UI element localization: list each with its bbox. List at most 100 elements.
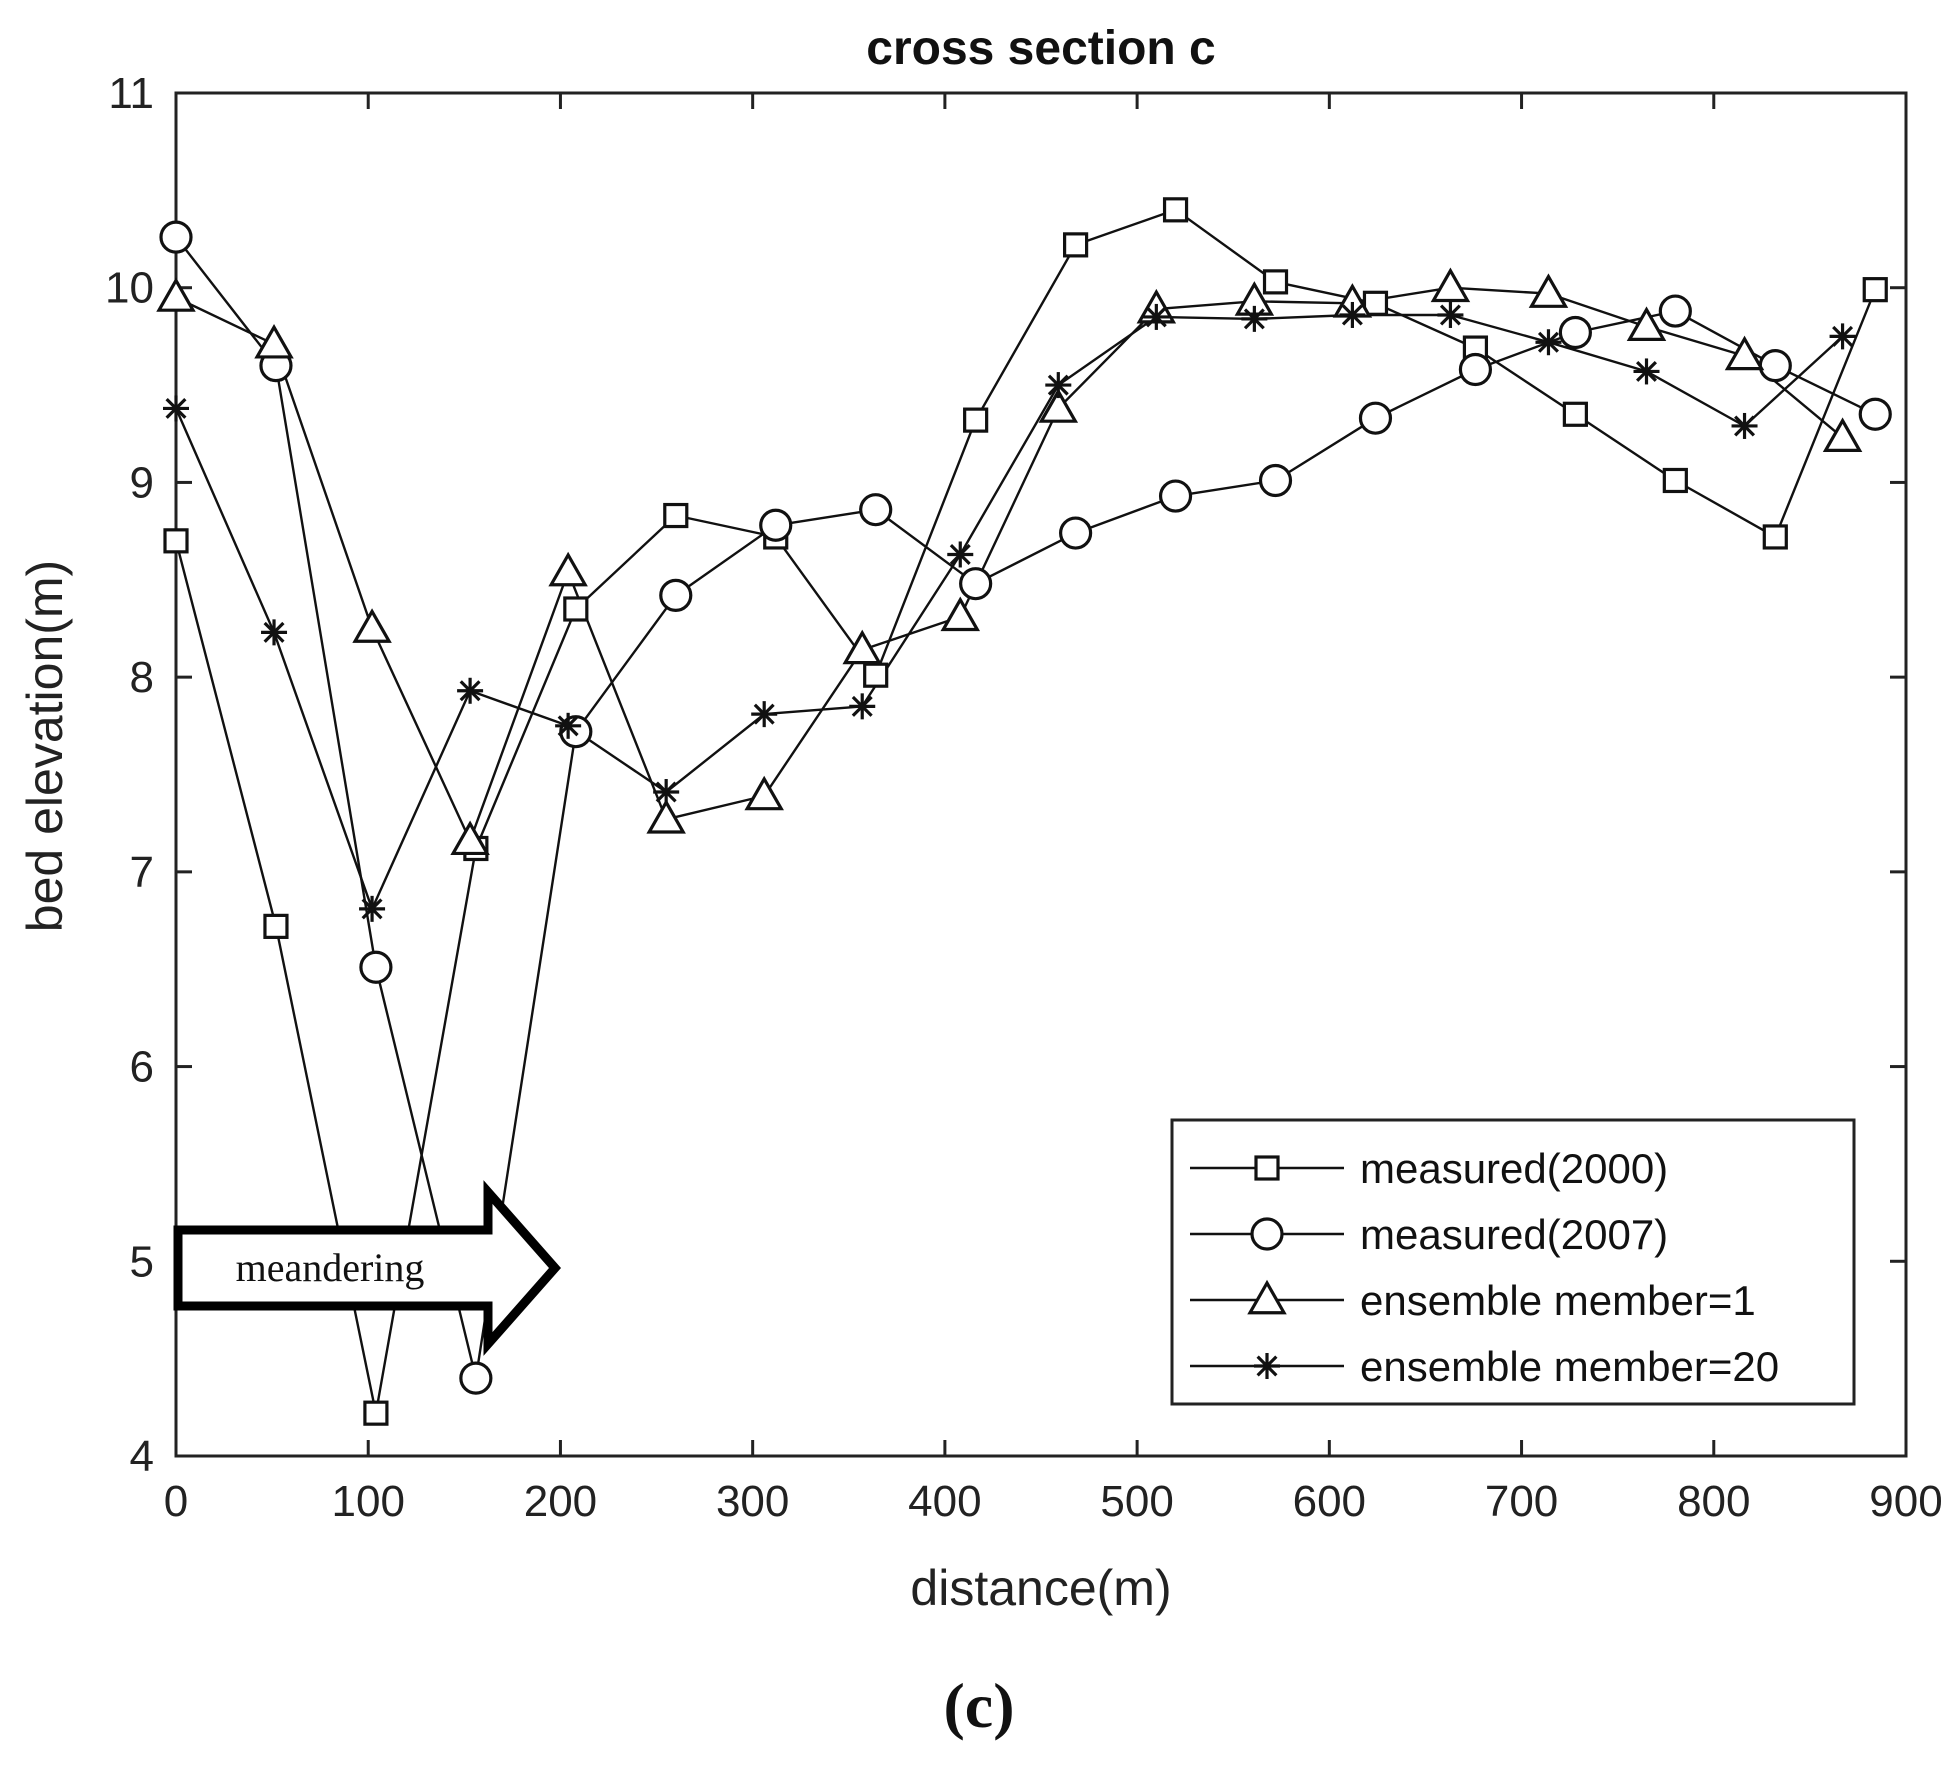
- series-2-point: [1558, 315, 1592, 350]
- series-3-point: [842, 629, 882, 665]
- y-tick-label: 8: [130, 653, 154, 702]
- x-tick-label: 700: [1485, 1477, 1558, 1526]
- legend-marker: [1254, 1155, 1280, 1181]
- series-line-3: [175, 286, 1844, 842]
- series-1-point: [1862, 277, 1888, 303]
- y-tick-label: 6: [130, 1043, 154, 1092]
- series-3-point: [450, 820, 490, 856]
- series-3-point: [156, 277, 196, 312]
- series-1-point: [163, 528, 189, 554]
- series-1-point: [1062, 232, 1089, 258]
- series-4-point: [359, 895, 386, 922]
- y-tick-label: 11: [108, 69, 154, 118]
- series-3-point: [1724, 335, 1765, 371]
- series-2-point: [1858, 397, 1892, 431]
- series-4-point: [1437, 301, 1464, 328]
- legend-entry: ensemble member=1: [1190, 1277, 1756, 1324]
- series-3-point: [1626, 306, 1667, 342]
- series-1-point: [1762, 524, 1788, 550]
- series-3-point: [254, 323, 294, 359]
- x-tick-label: 200: [524, 1477, 597, 1526]
- series-line-1: [174, 208, 1877, 1415]
- series-2-point: [959, 567, 993, 601]
- meandering-arrow: [173, 1180, 561, 1356]
- series-1-point: [663, 502, 689, 529]
- series-3-point: [548, 551, 588, 587]
- series-3-point: [352, 608, 392, 643]
- x-tick-label: 600: [1293, 1477, 1366, 1526]
- series-markers: [156, 197, 1892, 1426]
- panel-label: (c): [943, 1670, 1014, 1741]
- series-4-point: [1045, 372, 1072, 399]
- legend-label: ensemble member=1: [1360, 1277, 1756, 1324]
- y-axis-title: bed elevation(m): [17, 560, 73, 932]
- x-tick-label: 400: [908, 1477, 981, 1526]
- series-4-point: [457, 677, 484, 704]
- chart-title: cross section c: [866, 22, 1216, 75]
- series-1-point: [363, 1400, 389, 1426]
- series-2-point: [459, 1361, 493, 1395]
- legend-label: measured(2007): [1360, 1211, 1668, 1258]
- series-2-point: [1058, 516, 1093, 550]
- series-1-point: [1262, 269, 1289, 295]
- meandering-label: meandering: [236, 1245, 425, 1290]
- legend-entry: measured(2000): [1190, 1145, 1668, 1192]
- series-2-point: [1258, 463, 1293, 498]
- series-2-point: [159, 220, 193, 254]
- series-3-point: [646, 799, 686, 834]
- series-4-point: [947, 541, 974, 568]
- series-2-point: [1758, 349, 1792, 383]
- series-4-point: [1633, 358, 1660, 385]
- axis-ticks: 0 100 200 300 400 500 600 700 800 900 4 5 6 7 8 9 10 11: [105, 69, 1943, 1526]
- series-1-point: [963, 407, 989, 433]
- series-3-point: [1430, 267, 1471, 303]
- series-1-point: [263, 913, 289, 939]
- series-3-point: [744, 775, 784, 811]
- series-1-point: [563, 596, 589, 622]
- series-3-point: [1528, 273, 1569, 308]
- legend-marker: [1250, 1217, 1284, 1251]
- series-1-point: [863, 662, 889, 688]
- series-4-point: [849, 693, 876, 720]
- series-2-point: [1158, 479, 1193, 513]
- series-line-4: [174, 313, 1844, 911]
- series-1-point: [1662, 467, 1688, 494]
- x-tick-label: 100: [332, 1477, 405, 1526]
- legend-entry: ensemble member=20: [1190, 1343, 1779, 1390]
- plot-area: [174, 91, 1908, 1458]
- series-1-point: [1362, 290, 1389, 316]
- x-tick-label: 0: [164, 1477, 188, 1526]
- x-tick-label: 500: [1100, 1477, 1173, 1526]
- x-axis-title: distance(m): [910, 1560, 1171, 1616]
- series-2-point: [359, 950, 393, 984]
- y-tick-label: 7: [130, 848, 154, 897]
- series-4-point: [1535, 329, 1562, 356]
- series-4-point: [751, 701, 778, 728]
- legend-label: ensemble member=20: [1360, 1343, 1779, 1390]
- series-3-point: [1822, 417, 1863, 452]
- y-tick-label: 10: [105, 264, 154, 313]
- series-2-point: [759, 508, 793, 542]
- series-3-point: [940, 596, 981, 632]
- series-4-point: [1339, 301, 1366, 328]
- plot-frame: [174, 91, 1908, 1458]
- x-tick-label: 900: [1869, 1477, 1942, 1526]
- series-1-point: [1562, 401, 1588, 427]
- series-2-point: [1658, 294, 1692, 328]
- series-4-point: [555, 712, 582, 739]
- series-2-point: [1458, 352, 1493, 387]
- series-2-point: [859, 493, 893, 527]
- legend-marker: [1247, 1279, 1287, 1315]
- legend-entry: measured(2007): [1190, 1211, 1668, 1258]
- series-2-point: [659, 578, 693, 612]
- legend-marker: [1254, 1353, 1280, 1379]
- series-3-point: [1038, 388, 1079, 423]
- y-tick-label: 9: [130, 458, 154, 507]
- series-4-point: [163, 395, 189, 422]
- series-4-point: [1829, 323, 1856, 350]
- series-1-point: [1162, 197, 1189, 223]
- x-tick-label: 800: [1677, 1477, 1750, 1526]
- series-4-point: [653, 779, 680, 806]
